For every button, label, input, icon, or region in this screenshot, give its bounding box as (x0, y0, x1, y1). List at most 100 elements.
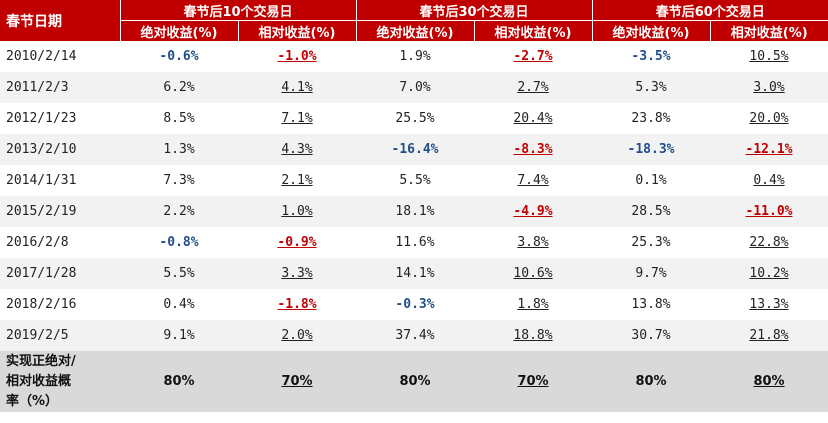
absolute-return-cell: -0.6% (120, 41, 238, 72)
date-cell: 2016/2/8 (0, 227, 120, 258)
table-row: 2015/2/19 2.2% 1.0% 18.1% -4.9% 28.5% -11.0% (0, 196, 828, 227)
relative-return-cell: 2.7% (474, 72, 592, 103)
probability-cell: 80% (356, 351, 474, 412)
absolute-return-cell: 9.1% (120, 320, 238, 351)
absolute-return-cell: -16.4% (356, 134, 474, 165)
absolute-return-cell: 5.5% (120, 258, 238, 289)
absolute-return-cell: 2.2% (120, 196, 238, 227)
absolute-return-cell: -18.3% (592, 134, 710, 165)
absolute-return-cell: 8.5% (120, 103, 238, 134)
table-row: 2013/2/10 1.3% 4.3% -16.4% -8.3% -18.3% -12.1% (0, 134, 828, 165)
table-row: 2016/2/8 -0.8% -0.9% 11.6% 3.8% 25.3% 22.8% (0, 227, 828, 258)
absolute-return-cell: 9.7% (592, 258, 710, 289)
date-cell: 2015/2/19 (0, 196, 120, 227)
relative-return-cell: 0.4% (710, 165, 828, 196)
probability-cell: 80% (592, 351, 710, 412)
absolute-return-cell: 18.1% (356, 196, 474, 227)
date-cell: 2010/2/14 (0, 41, 120, 72)
absolute-return-cell: 37.4% (356, 320, 474, 351)
absolute-return-cell: 7.0% (356, 72, 474, 103)
relative-return-cell: -1.0% (238, 41, 356, 72)
relative-return-cell: 10.5% (710, 41, 828, 72)
probability-cell: 80% (120, 351, 238, 412)
date-cell: 2014/1/31 (0, 165, 120, 196)
relative-return-cell: -0.9% (238, 227, 356, 258)
relative-return-cell: -1.8% (238, 289, 356, 320)
group-header-60d: 春节后60个交易日 (592, 0, 828, 21)
date-cell: 2012/1/23 (0, 103, 120, 134)
relative-return-cell: 4.1% (238, 72, 356, 103)
relative-return-cell: 2.0% (238, 320, 356, 351)
table-row: 2019/2/5 9.1% 2.0% 37.4% 18.8% 30.7% 21.8% (0, 320, 828, 351)
probability-cell: 70% (238, 351, 356, 412)
relative-return-cell: 4.3% (238, 134, 356, 165)
absolute-return-cell: -0.8% (120, 227, 238, 258)
absolute-return-cell: 14.1% (356, 258, 474, 289)
abs-return-header: 绝对收益(%) (592, 20, 711, 41)
relative-return-cell: 7.4% (474, 165, 592, 196)
date-column-header: 春节日期 (0, 0, 121, 41)
absolute-return-cell: 25.3% (592, 227, 710, 258)
rel-return-header: 相对收益(%) (710, 20, 828, 41)
date-cell: 2011/2/3 (0, 72, 120, 103)
relative-return-cell: -12.1% (710, 134, 828, 165)
relative-return-cell: 1.8% (474, 289, 592, 320)
absolute-return-cell: 1.9% (356, 41, 474, 72)
date-cell: 2018/2/16 (0, 289, 120, 320)
relative-return-cell: 13.3% (710, 289, 828, 320)
absolute-return-cell: 5.3% (592, 72, 710, 103)
absolute-return-cell: 11.6% (356, 227, 474, 258)
date-cell: 2017/1/28 (0, 258, 120, 289)
table-footer: 实现正绝对/ 相对收益概 率（%） 80% 70% 80% 70% 80% 80… (0, 351, 828, 412)
absolute-return-cell: 23.8% (592, 103, 710, 134)
relative-return-cell: 3.3% (238, 258, 356, 289)
abs-return-header: 绝对收益(%) (356, 20, 475, 41)
relative-return-cell: 3.8% (474, 227, 592, 258)
relative-return-cell: 2.1% (238, 165, 356, 196)
absolute-return-cell: -3.5% (592, 41, 710, 72)
relative-return-cell: -2.7% (474, 41, 592, 72)
table-row: 2018/2/16 0.4% -1.8% -0.3% 1.8% 13.8% 13.3% (0, 289, 828, 320)
probability-label: 实现正绝对/ 相对收益概 率（%） (0, 351, 120, 412)
absolute-return-cell: 28.5% (592, 196, 710, 227)
absolute-return-cell: 0.1% (592, 165, 710, 196)
table-row: 2011/2/3 6.2% 4.1% 7.0% 2.7% 5.3% 3.0% (0, 72, 828, 103)
returns-table: 春节日期 春节后10个交易日 春节后30个交易日 春节后60个交易日 绝对收益(… (0, 0, 828, 412)
relative-return-cell: 21.8% (710, 320, 828, 351)
relative-return-cell: -11.0% (710, 196, 828, 227)
date-cell: 2013/2/10 (0, 134, 120, 165)
relative-return-cell: 3.0% (710, 72, 828, 103)
absolute-return-cell: 6.2% (120, 72, 238, 103)
rel-return-header: 相对收益(%) (238, 20, 357, 41)
probability-cell: 70% (474, 351, 592, 412)
table-row: 2012/1/23 8.5% 7.1% 25.5% 20.4% 23.8% 20.0% (0, 103, 828, 134)
date-cell: 2019/2/5 (0, 320, 120, 351)
probability-cell: 80% (710, 351, 828, 412)
relative-return-cell: 22.8% (710, 227, 828, 258)
relative-return-cell: 20.4% (474, 103, 592, 134)
relative-return-cell: 7.1% (238, 103, 356, 134)
absolute-return-cell: 25.5% (356, 103, 474, 134)
relative-return-cell: 18.8% (474, 320, 592, 351)
absolute-return-cell: 5.5% (356, 165, 474, 196)
absolute-return-cell: 30.7% (592, 320, 710, 351)
table-header: 春节日期 春节后10个交易日 春节后30个交易日 春节后60个交易日 绝对收益(… (0, 0, 828, 41)
table-body: 2010/2/14 -0.6% -1.0% 1.9% -2.7% -3.5% 10.5% 20… (0, 41, 828, 351)
table-row: 2017/1/28 5.5% 3.3% 14.1% 10.6% 9.7% 10.2% (0, 258, 828, 289)
absolute-return-cell: -0.3% (356, 289, 474, 320)
abs-return-header: 绝对收益(%) (120, 20, 239, 41)
relative-return-cell: 10.6% (474, 258, 592, 289)
relative-return-cell: -8.3% (474, 134, 592, 165)
group-header-10d: 春节后10个交易日 (120, 0, 357, 21)
relative-return-cell: 20.0% (710, 103, 828, 134)
absolute-return-cell: 1.3% (120, 134, 238, 165)
rel-return-header: 相对收益(%) (474, 20, 593, 41)
absolute-return-cell: 7.3% (120, 165, 238, 196)
table-row: 2014/1/31 7.3% 2.1% 5.5% 7.4% 0.1% 0.4% (0, 165, 828, 196)
relative-return-cell: 1.0% (238, 196, 356, 227)
absolute-return-cell: 0.4% (120, 289, 238, 320)
table-row: 2010/2/14 -0.6% -1.0% 1.9% -2.7% -3.5% 10.5% (0, 41, 828, 72)
relative-return-cell: -4.9% (474, 196, 592, 227)
absolute-return-cell: 13.8% (592, 289, 710, 320)
relative-return-cell: 10.2% (710, 258, 828, 289)
